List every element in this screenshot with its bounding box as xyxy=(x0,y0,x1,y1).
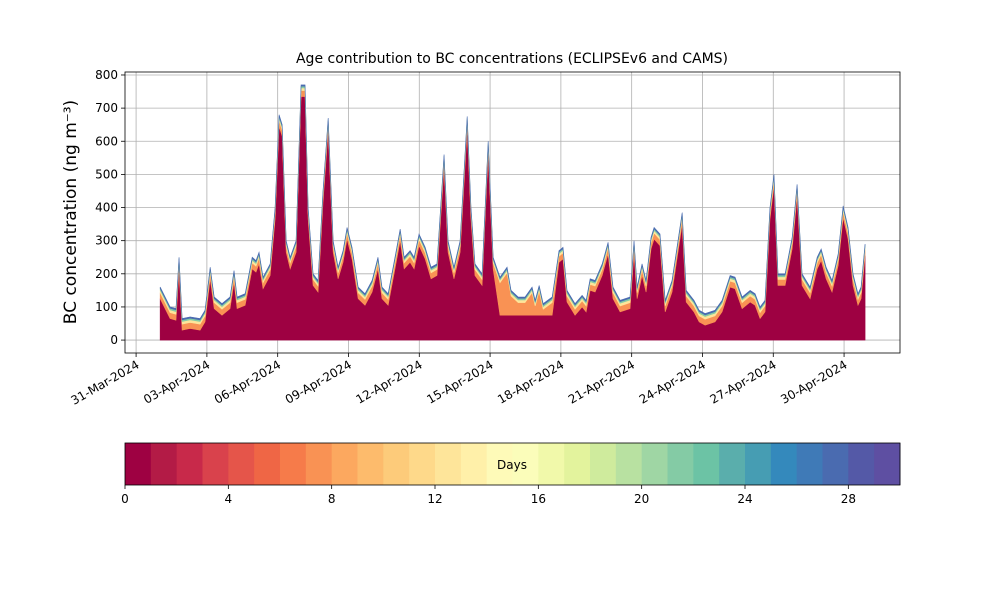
x-tick-label: 09-Apr-2024 xyxy=(283,357,354,406)
colorbar-cell xyxy=(848,443,875,485)
colorbar-cell xyxy=(796,443,823,485)
colorbar-cell xyxy=(357,443,384,485)
colorbar-cell xyxy=(512,443,539,485)
colorbar-cell xyxy=(641,443,668,485)
area-band xyxy=(159,84,866,321)
y-tick-label: 300 xyxy=(95,234,118,248)
colorbar-cell xyxy=(719,443,746,485)
colorbar-frame xyxy=(124,442,901,486)
colorbar-tick-label: 20 xyxy=(634,492,649,506)
y-tick-label: 200 xyxy=(95,267,118,281)
colorbar-cell xyxy=(770,443,798,485)
colorbar-label: Days xyxy=(497,458,527,472)
colorbar-cell xyxy=(331,443,358,485)
x-tick-label: 24-Apr-2024 xyxy=(637,357,708,406)
chart-title: Age contribution to BC concentrations (E… xyxy=(296,51,728,67)
colorbar-tick-label: 24 xyxy=(737,492,752,506)
colorbar-cell xyxy=(280,443,307,485)
x-tick-label: 21-Apr-2024 xyxy=(566,357,637,406)
colorbar-tick-label: 28 xyxy=(841,492,856,506)
x-tick-label: 03-Apr-2024 xyxy=(141,357,212,406)
colorbar-cell xyxy=(460,443,488,485)
colorbar-cell xyxy=(745,443,772,485)
colorbar-cell xyxy=(150,443,178,485)
plot-area xyxy=(159,84,866,341)
colorbar-tick-label: 0 xyxy=(121,492,129,506)
y-tick-label: 800 xyxy=(95,68,118,82)
colorbar-tick-label: 4 xyxy=(225,492,233,506)
colorbar-cell xyxy=(564,443,591,485)
colorbar-cell xyxy=(409,443,436,485)
colorbar-cell xyxy=(693,443,720,485)
plot-frame xyxy=(124,71,901,354)
colorbar-cell xyxy=(435,443,462,485)
y-tick-label: 400 xyxy=(95,201,118,215)
colorbar-cell xyxy=(874,443,901,485)
colorbar-cell xyxy=(305,443,333,485)
colorbar-cell xyxy=(667,443,694,485)
x-tick-label: 31-Mar-2024 xyxy=(68,357,141,407)
colorbar-tick-label: 16 xyxy=(531,492,546,506)
y-tick-label: 600 xyxy=(95,134,118,148)
colorbar-cell xyxy=(538,443,565,485)
colorbar-cell xyxy=(125,443,152,485)
colorbar-tick-label: 12 xyxy=(427,492,442,506)
colorbar-tick-label: 8 xyxy=(328,492,336,506)
colorbar-cell xyxy=(254,443,281,485)
x-tick-label: 15-Apr-2024 xyxy=(424,357,495,406)
colorbar-cell xyxy=(228,443,255,485)
x-tick-label: 27-Apr-2024 xyxy=(708,357,779,406)
colorbar-cell xyxy=(822,443,849,485)
colorbar: 0 4 8 12 16 20 24 28 xyxy=(121,442,901,506)
colorbar-cell xyxy=(176,443,203,485)
colorbar-cell xyxy=(590,443,617,485)
y-tick-label: 700 xyxy=(95,101,118,115)
colorbar-cell xyxy=(486,443,513,485)
colorbar-cell xyxy=(202,443,229,485)
y-tick-label: 500 xyxy=(95,167,118,181)
x-tick-label: 12-Apr-2024 xyxy=(354,357,425,406)
y-tick-label: 100 xyxy=(95,300,118,314)
x-tick-label: 06-Apr-2024 xyxy=(212,357,283,406)
y-axis-label: BC concentration (ng m⁻³) xyxy=(61,100,81,324)
colorbar-cell xyxy=(383,443,410,485)
y-tick-label: 0 xyxy=(110,333,118,347)
x-tick-label: 18-Apr-2024 xyxy=(495,357,566,406)
colorbar-cell xyxy=(615,443,643,485)
x-tick-label: 30-Apr-2024 xyxy=(778,357,849,406)
